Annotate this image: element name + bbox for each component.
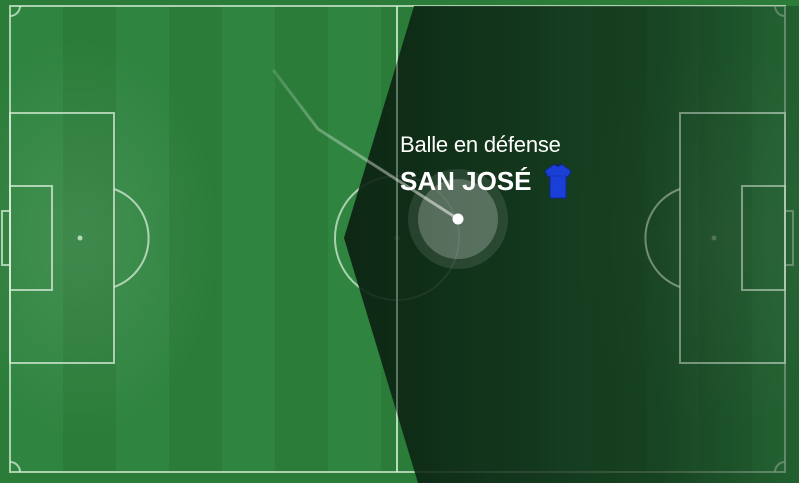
left-penalty-arc [113,188,150,288]
team-row: SAN JOSÉ [400,163,572,199]
blue-jersey-icon [543,163,572,199]
defense-zone-overlay [344,6,799,483]
possession-status: Balle en défense SAN JOSÉ [400,131,572,199]
ball [452,213,464,225]
left-goal [1,210,11,266]
left-penalty-spot [77,235,83,241]
ball-trail [272,69,460,221]
team-name: SAN JOSÉ [400,166,532,196]
status-label: Balle en défense [400,132,561,157]
